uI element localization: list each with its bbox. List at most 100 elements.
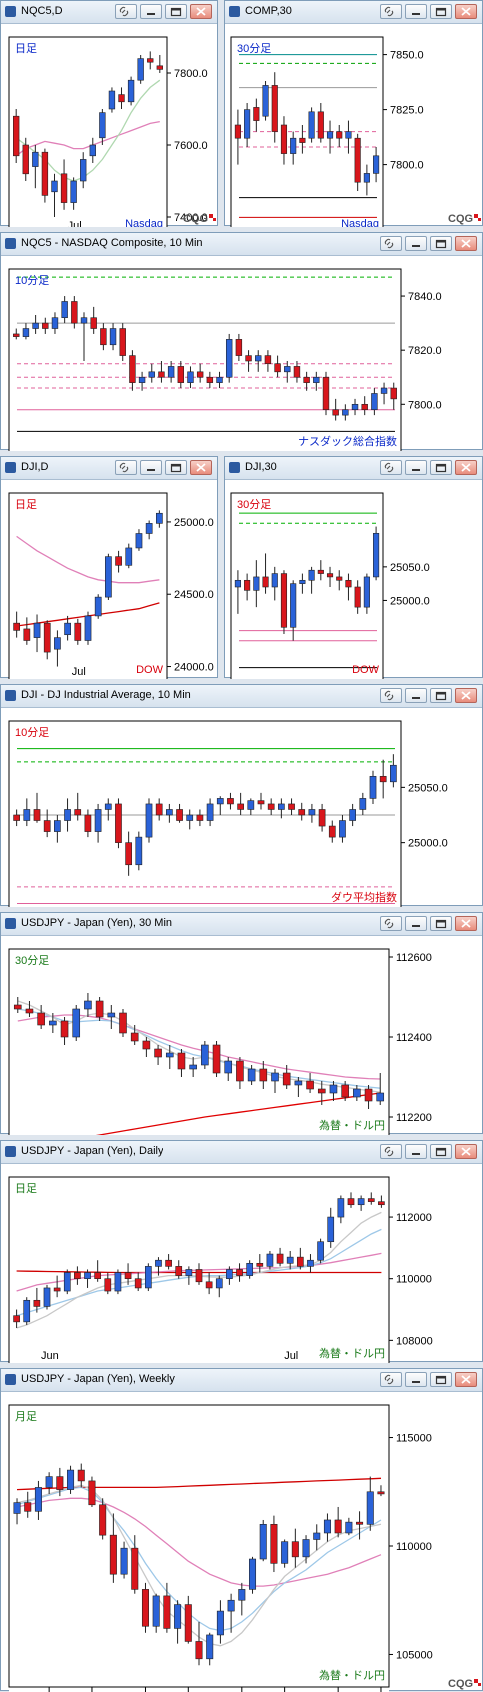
candle-body (212, 1044, 221, 1074)
candle-body (284, 366, 291, 373)
minimize-button[interactable] (405, 4, 427, 19)
candle-body (318, 809, 326, 827)
maximize-button[interactable] (165, 4, 187, 19)
candle-body (189, 1064, 197, 1070)
window-app-icon[interactable] (5, 6, 16, 17)
window-app-icon[interactable] (5, 690, 16, 701)
chart-canvas[interactable]: 7850.07825.07800.016-22:3017-02:3030分足Na… (225, 23, 482, 227)
close-button[interactable] (455, 916, 477, 931)
close-button[interactable] (190, 4, 212, 19)
window-app-icon[interactable] (5, 238, 16, 249)
minimize-button[interactable] (140, 4, 162, 19)
chart-canvas[interactable]: 7840.07820.07800.016-22:3023:3000:3001:3… (1, 255, 482, 451)
window-app-icon[interactable] (229, 462, 240, 473)
chart-window-dji-30min[interactable]: DJI,30 25050.025000.016-22:3017-02:3030分足… (224, 456, 483, 679)
chart-window-comp-30min[interactable]: COMP,307850.07825.07800.016-22:3017-02:3… (224, 0, 483, 227)
candle-body (187, 371, 194, 383)
minimize-button[interactable] (405, 460, 427, 475)
maximize-button[interactable] (430, 236, 452, 251)
maximize-button[interactable] (430, 1372, 452, 1387)
chart-window-nqc5-daily[interactable]: NQC5,D7800.07600.07400.025020916Jul日足Nas… (0, 0, 218, 227)
link-button[interactable] (115, 460, 137, 475)
link-button[interactable] (380, 1144, 402, 1159)
chart-canvas[interactable]: 11200011000010800001111825020916JunJul日足… (1, 1163, 482, 1363)
close-button[interactable] (190, 460, 212, 475)
maximize-button[interactable] (430, 4, 452, 19)
maximize-button[interactable] (430, 460, 452, 475)
minimize-button[interactable] (405, 1372, 427, 1387)
window-titlebar[interactable]: DJI - DJ Industrial Average, 10 Min (1, 685, 482, 708)
chart-canvas[interactable]: 115000110000105000Dec 17Jan 18FebMarAprM… (1, 1391, 482, 1692)
candle-body (317, 1241, 324, 1261)
window-titlebar[interactable]: DJI,D (1, 457, 217, 480)
y-tick-label: 7800.0 (390, 160, 424, 172)
candle-body (74, 809, 82, 816)
candle-body (329, 1084, 338, 1094)
candle-body (317, 569, 324, 574)
window-app-icon[interactable] (229, 6, 240, 17)
chart-window-dji-10min[interactable]: DJI - DJ Industrial Average, 10 Min 25050… (0, 684, 483, 907)
instrument-name-label: ダウ平均指数 (331, 890, 397, 904)
link-button[interactable] (380, 4, 402, 19)
link-button[interactable] (380, 916, 402, 931)
candle-body (114, 1272, 122, 1292)
chart-canvas[interactable]: 11260011240011220014:0016:0018:0020:0022… (1, 935, 482, 1135)
candle-body (336, 131, 343, 139)
instrument-name-label: 為替・ドル円 (319, 1668, 385, 1682)
window-app-icon[interactable] (5, 1374, 16, 1385)
maximize-button[interactable] (430, 1144, 452, 1159)
candle-body (13, 333, 20, 337)
close-button[interactable] (455, 4, 477, 19)
link-button[interactable] (115, 4, 137, 19)
maximize-button[interactable] (430, 688, 452, 703)
window-app-icon[interactable] (5, 462, 16, 473)
candle-body (290, 137, 297, 154)
window-titlebar[interactable]: NQC5,D (1, 1, 217, 24)
window-app-icon[interactable] (5, 1146, 16, 1157)
close-button[interactable] (455, 460, 477, 475)
chart-canvas[interactable]: 25050.025000.016-22:3023:3000:3001:3002:… (1, 707, 482, 907)
y-tick-label: 110000 (396, 1274, 432, 1286)
chart-window-usdjpy-30min[interactable]: USDJPY - Japan (Yen), 30 Min 112600 112400… (0, 912, 483, 1135)
link-button[interactable] (380, 460, 402, 475)
minimize-button[interactable] (405, 688, 427, 703)
maximize-button[interactable] (430, 916, 452, 931)
candle-body (196, 814, 204, 821)
minimize-button[interactable] (140, 460, 162, 475)
window-titlebar[interactable]: USDJPY - Japan (Yen), Weekly (1, 1369, 482, 1392)
candle-body (334, 1519, 342, 1534)
window-titlebar[interactable]: NQC5 - NASDAQ Composite, 10 Min (1, 233, 482, 256)
link-button[interactable] (380, 1372, 402, 1387)
window-titlebar[interactable]: USDJPY - Japan (Yen), Daily (1, 1141, 482, 1164)
window-titlebar[interactable]: USDJPY - Japan (Yen), 30 Min (1, 913, 482, 936)
chart-window-usdjpy-weekly[interactable]: USDJPY - Japan (Yen), Weekly 115000 110000… (0, 1368, 483, 1692)
window-titlebar[interactable]: COMP,30 (225, 1, 482, 24)
close-button[interactable] (455, 688, 477, 703)
window-title: DJI,30 (245, 461, 277, 473)
instrument-name-label: DOW (136, 664, 164, 676)
candle-body (95, 1000, 104, 1018)
minimize-button[interactable] (405, 236, 427, 251)
y-tick-label: 112400 (396, 1032, 432, 1044)
candle-body (45, 1476, 53, 1488)
candle-body (257, 800, 265, 805)
minimize-button[interactable] (405, 1144, 427, 1159)
candle-body (186, 814, 194, 821)
chart-window-nasdaq-10min[interactable]: NQC5 - NASDAQ Composite, 10 Min 7840.0 782… (0, 232, 483, 451)
close-button[interactable] (455, 1372, 477, 1387)
candle-body (84, 1272, 91, 1280)
link-button[interactable] (380, 688, 402, 703)
link-button[interactable] (380, 236, 402, 251)
minimize-button[interactable] (405, 916, 427, 931)
maximize-button[interactable] (165, 460, 187, 475)
close-button[interactable] (455, 236, 477, 251)
window-titlebar[interactable]: DJI,30 (225, 457, 482, 480)
window-app-icon[interactable] (5, 918, 16, 929)
chart-window-usdjpy-daily[interactable]: USDJPY - Japan (Yen), Daily 112000 110000 1… (0, 1140, 483, 1363)
close-button[interactable] (455, 1144, 477, 1159)
candle-body (74, 622, 82, 641)
